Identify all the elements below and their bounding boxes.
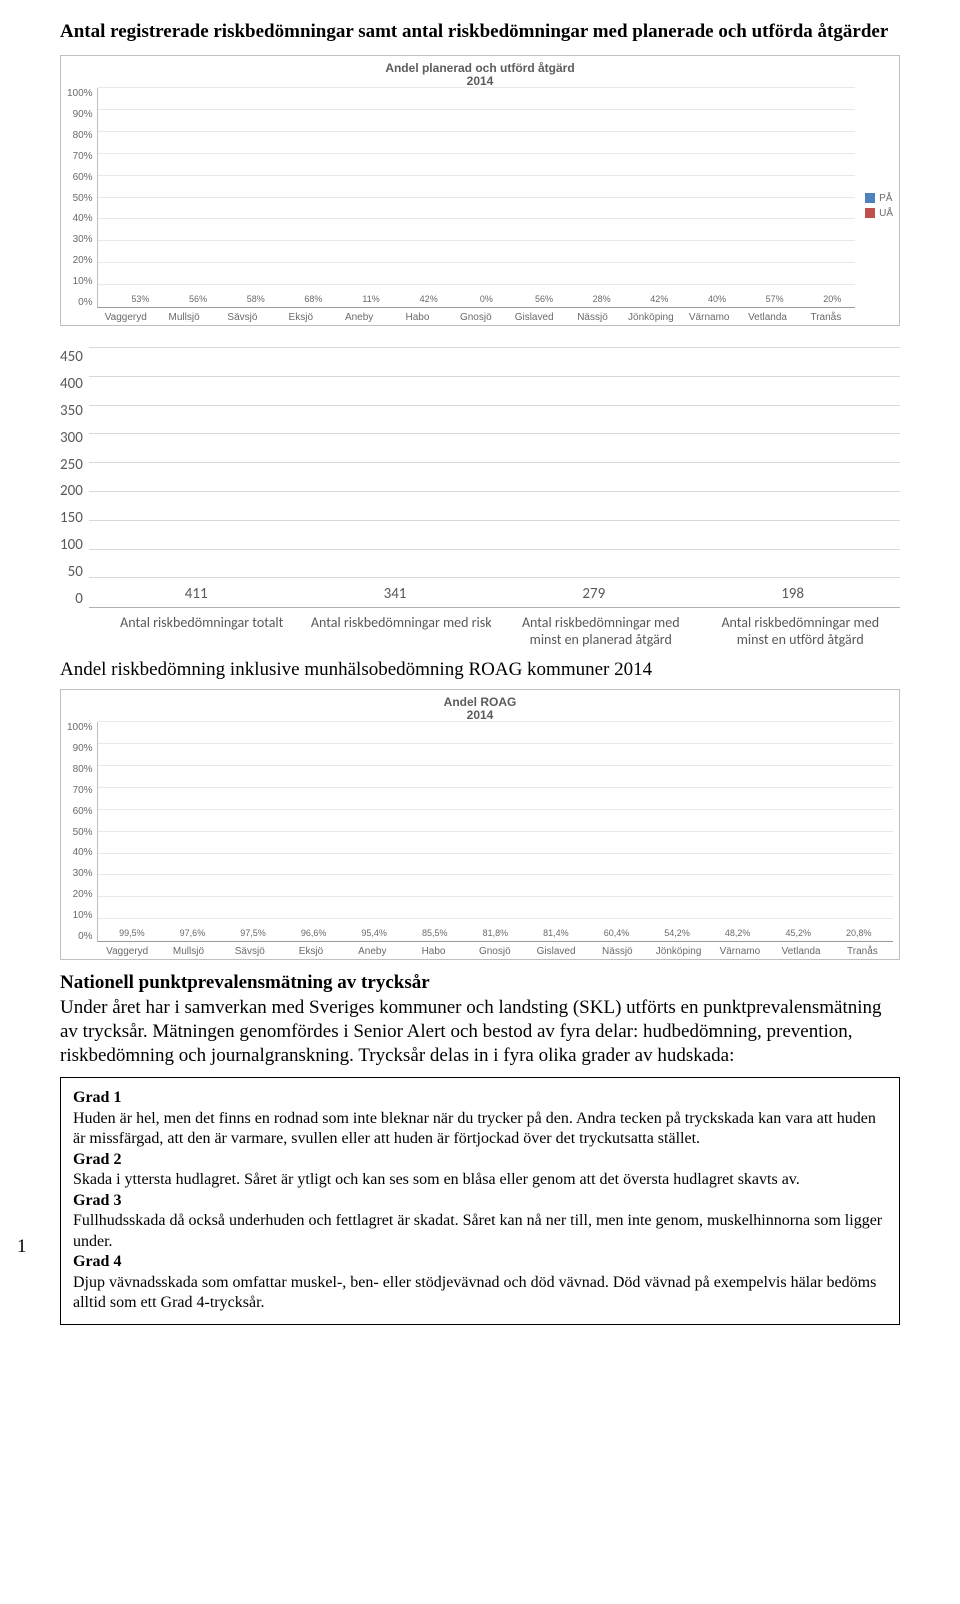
chart1-bar-label: 42%: [650, 294, 668, 304]
grad4-text: Djup vävnadsskada som omfattar muskel-, …: [73, 1274, 876, 1311]
chart3-bar-label: 60,4%: [604, 928, 630, 938]
chart3-x-label: Tranås: [832, 946, 893, 957]
chart1-x-label: Sävsjö: [213, 312, 271, 323]
chart3-x-label: Aneby: [342, 946, 403, 957]
legend-item: UÅ: [865, 208, 893, 219]
chart2-x-axis: Antal riskbedömningar totaltAntal riskbe…: [60, 608, 900, 648]
roag-subheading: Andel riskbedömning inklusive munhälsobe…: [60, 658, 900, 683]
chart2-bar-value: 279: [582, 585, 605, 603]
chart3-bar-label: 48,2%: [725, 928, 751, 938]
chart3-plot: 99,5% 97,6% 97,5% 96,6% 95,4% 85,5% 81,8% 81,4%…: [97, 722, 893, 942]
grad-definitions-box: 1 Grad 1 Huden är hel, men det finns en …: [60, 1077, 900, 1324]
chart1-plot: 53% 56% 58% 68% 11% 42% 0% 56% 28% 42% 40% 57% 20%: [97, 88, 856, 308]
grad2-text: Skada i yttersta hudlagret. Såret är ytl…: [73, 1171, 800, 1188]
chart2-x-label: Antal riskbedömningar med minst en plane…: [501, 614, 701, 648]
chart1-x-label: Gnosjö: [447, 312, 505, 323]
legend-label: PÅ: [879, 193, 892, 204]
chart1-bar-label: 11%: [362, 294, 379, 304]
trycksar-heading: Nationell punktprevalensmätning av tryck…: [60, 972, 900, 994]
grad2-heading: Grad 2: [73, 1151, 121, 1168]
chart1-y-axis: 100%90%80%70%60%50%40%30%20%10%0%: [67, 88, 97, 308]
chart1-bar-label: 28%: [593, 294, 611, 304]
chart3-title-l1: Andel ROAG: [444, 695, 517, 709]
chart1-bar-label: 56%: [535, 294, 553, 304]
chart3-x-label: Habo: [403, 946, 464, 957]
chart1-x-label: Eksjö: [272, 312, 330, 323]
chart1-x-label: Aneby: [330, 312, 388, 323]
grad3-heading: Grad 3: [73, 1192, 121, 1209]
chart1-x-label: Nässjö: [563, 312, 621, 323]
chart3-x-label: Nässjö: [587, 946, 648, 957]
grad1-heading: Grad 1: [73, 1089, 121, 1106]
chart3-bar-label: 81,8%: [483, 928, 509, 938]
chart3-x-axis: VaggerydMullsjöSävsjöEksjöAnebyHaboGnosj…: [97, 942, 893, 957]
chart1-x-label: Habo: [388, 312, 446, 323]
legend-item: PÅ: [865, 193, 893, 204]
chart3-x-label: Vaggeryd: [97, 946, 158, 957]
chart3-x-label: Gnosjö: [464, 946, 525, 957]
legend-swatch: [865, 193, 875, 203]
chart2-bar-value: 341: [384, 585, 407, 603]
chart1-x-label: Vaggeryd: [97, 312, 155, 323]
chart3-x-label: Gislaved: [525, 946, 586, 957]
chart2-x-label: Antal riskbedömningar med risk: [302, 614, 502, 648]
chart2-bar-value: 411: [185, 585, 208, 603]
chart3-title: Andel ROAG 2014: [67, 696, 893, 722]
chart1-bar-label: 42%: [420, 294, 438, 304]
chart1-title-l1: Andel planerad och utförd åtgärd: [385, 61, 574, 75]
chart-andel-roag: Andel ROAG 2014 100%90%80%70%60%50%40%30…: [60, 689, 900, 960]
chart3-y-axis: 100%90%80%70%60%50%40%30%20%10%0%: [67, 722, 97, 942]
trycksar-paragraph: Under året har i samverkan med Sveriges …: [60, 996, 900, 1067]
chart1-x-label: Gislaved: [505, 312, 563, 323]
legend-label: UÅ: [879, 208, 893, 219]
grad4-heading: Grad 4: [73, 1253, 121, 1270]
chart3-x-label: Vetlanda: [771, 946, 832, 957]
grad3-text: Fullhudsskada då också underhuden och fe…: [73, 1212, 882, 1249]
chart1-bar-label: 57%: [766, 294, 784, 304]
chart3-bar-label: 54,2%: [664, 928, 690, 938]
chart1-x-axis: VaggerydMullsjöSävsjöEksjöAnebyHaboGnosj…: [97, 308, 856, 323]
chart2-x-label: Antal riskbedömningar med minst en utför…: [701, 614, 901, 648]
chart1-bar-label: 20%: [823, 294, 841, 304]
chart1-bar-label: 53%: [131, 294, 149, 304]
chart1-x-label: Mullsjö: [155, 312, 213, 323]
chart3-bar-label: 97,5%: [240, 928, 266, 938]
chart3-title-l2: 2014: [467, 708, 494, 722]
chart3-bar-label: 96,6%: [301, 928, 327, 938]
chart2-y-axis: 450400350300250200150100500: [60, 348, 89, 608]
grad1-text: Huden är hel, men det finns en rodnad so…: [73, 1110, 876, 1147]
chart1-x-label: Värnamo: [680, 312, 738, 323]
chart1-bar-label: 56%: [189, 294, 207, 304]
page-number-behind: 1: [17, 1235, 27, 1259]
chart3-bar-label: 20,8%: [846, 928, 872, 938]
chart2-bar-value: 198: [781, 585, 804, 603]
chart1-x-label: Jönköping: [622, 312, 680, 323]
chart2-x-label: Antal riskbedömningar totalt: [102, 614, 302, 648]
chart-andel-atgard: Andel planerad och utförd åtgärd 2014 10…: [60, 55, 900, 326]
chart3-bar-label: 95,4%: [361, 928, 387, 938]
chart3-bar-label: 85,5%: [422, 928, 448, 938]
chart1-bar-label: 68%: [304, 294, 322, 304]
chart1-title: Andel planerad och utförd åtgärd 2014: [67, 62, 893, 88]
chart1-bar-label: 58%: [247, 294, 265, 304]
chart3-bar-label: 97,6%: [180, 928, 206, 938]
chart3-bar-label: 81,4%: [543, 928, 569, 938]
chart3-bar-label: 99,5%: [119, 928, 145, 938]
legend-swatch: [865, 208, 875, 218]
chart1-x-label: Vetlanda: [738, 312, 796, 323]
page-title: Antal registrerade riskbedömningar samt …: [60, 20, 900, 45]
chart1-legend: PÅ UÅ: [855, 88, 893, 323]
chart3-x-label: Sävsjö: [219, 946, 280, 957]
chart1-x-label: Tranås: [797, 312, 855, 323]
chart2-plot: 411 341 279 198: [89, 348, 900, 608]
chart3-x-label: Jönköping: [648, 946, 709, 957]
chart3-x-label: Eksjö: [280, 946, 341, 957]
chart3-x-label: Mullsjö: [158, 946, 219, 957]
chart3-x-label: Värnamo: [709, 946, 770, 957]
chart3-bar-label: 45,2%: [785, 928, 811, 938]
chart1-title-l2: 2014: [467, 74, 494, 88]
chart1-bar-label: 0%: [480, 294, 493, 304]
chart1-bar-label: 40%: [708, 294, 726, 304]
chart-antal-riskbedomningar: 450400350300250200150100500 411 341 279 198…: [60, 348, 900, 648]
